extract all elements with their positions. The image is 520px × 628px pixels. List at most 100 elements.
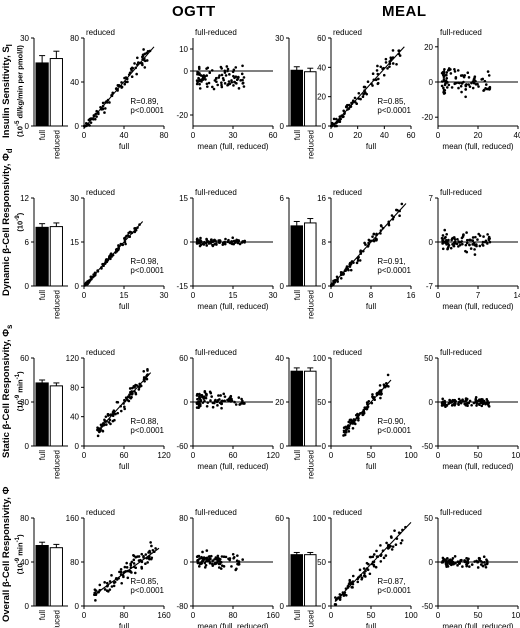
meal-r2-reduced-point (347, 430, 351, 433)
ogtt-r2-diff-point (204, 396, 208, 400)
ogtt-r2-diff-point (214, 398, 217, 402)
ogtt-r2-diff-point (240, 401, 243, 405)
meal-r1-reduced-annotation-r: R=0.91, (377, 257, 405, 266)
meal-r1-diff-xtick-label-0: 0 (436, 291, 441, 300)
ogtt-r0-reduced-point (101, 101, 105, 105)
meal-r1-reduced-point (336, 280, 339, 283)
meal-r0-reduced-point (375, 69, 379, 72)
meal-r3-reduced-point (350, 585, 354, 589)
ogtt-r0-reduced-point (88, 117, 92, 121)
ogtt-r3-bar-ytick-label-2: 80 (20, 514, 29, 523)
meal-r1-diff-point (447, 238, 450, 242)
meal-r3-diff-point (447, 559, 451, 562)
meal-r0-reduced-point (353, 96, 357, 100)
meal-r0-reduced-point (379, 65, 383, 69)
meal-r0-reduced-point (384, 61, 388, 64)
ogtt-r3-reduced-point (130, 571, 133, 574)
meal-r3-diff-point (484, 565, 488, 569)
meal-r1-reduced-point (355, 261, 359, 265)
ogtt-r3-reduced-xtick-label-0: 0 (82, 611, 87, 620)
meal-r2-diff-xtick-label-2: 100 (511, 451, 520, 460)
meal-r3-diff-point (481, 564, 485, 568)
ogtt-r1-diff-point (205, 244, 209, 247)
meal-r0-reduced-title: reduced (333, 28, 362, 37)
ogtt-r1-diff-point (232, 242, 236, 246)
ogtt-r2-reduced-xtick-label-1: 60 (120, 451, 129, 460)
meal-r1-diff-point (456, 238, 459, 241)
ogtt-r2-reduced-point (116, 400, 120, 404)
ogtt-r1-reduced-xlabel: full (119, 302, 129, 311)
meal-r0-diff-point (473, 75, 477, 78)
meal-r1-reduced-point (367, 238, 371, 242)
ogtt-r0-diff-point (241, 81, 245, 85)
ogtt-r2-bar-label-full: full (38, 450, 47, 460)
ogtt-r3-reduced-point (120, 581, 123, 585)
ogtt-r2-reduced-point (123, 407, 126, 411)
ogtt-r1-reduced-xtick-label-2: 30 (160, 291, 169, 300)
ogtt-r2-diff-point (220, 406, 223, 410)
ogtt-r2-bar-label-reduced: reduced (52, 450, 61, 479)
meal-r3-diff-ytick-label-1: 0 (429, 558, 434, 567)
meal-r0-reduced-point (389, 56, 393, 60)
ogtt-r2-reduced-fit-line (96, 372, 152, 432)
meal-r2-bar-ytick-label-0: 0 (280, 442, 285, 451)
meal-r1-diff-point (478, 244, 482, 248)
meal-r3-reduced-point (389, 535, 393, 538)
meal-r3-reduced-point (360, 576, 364, 580)
meal-r0-reduced-point (332, 117, 336, 121)
meal-r2-bar-label-reduced: reduced (306, 450, 315, 479)
meal-r0-diff-title: full-reduced (440, 28, 482, 37)
ogtt-r0-diff-point (198, 78, 201, 82)
ogtt-r3-reduced-point (132, 562, 136, 565)
ogtt-r0-diff-point (232, 74, 235, 78)
ogtt-r2-bar-ytick-label-0: 0 (25, 442, 30, 451)
ogtt-r1-diff-point (201, 242, 205, 246)
ogtt-r0-diff-point (195, 82, 199, 86)
ogtt-r2-diff-point (219, 394, 222, 397)
meal-r3-bar-label-reduced: reduced (306, 610, 315, 628)
meal-r0-reduced-point (357, 91, 361, 95)
meal-r0-reduced-point (342, 115, 345, 118)
meal-r0-diff-point (445, 73, 448, 77)
ogtt-r2-diff-ytick-label-2: 60 (179, 354, 188, 363)
ogtt-r2-diff-point (209, 399, 212, 402)
meal-r2-reduced-point (357, 418, 360, 422)
ogtt-r2-bar-reduced (49, 385, 63, 447)
ogtt-r0-reduced-point (117, 84, 120, 88)
ogtt-r3-diff-point (217, 566, 221, 569)
ogtt-r3-diff-point (241, 558, 244, 561)
meal-r0-diff-point (460, 90, 463, 94)
ogtt-r1-bar-reduced (49, 226, 63, 287)
ogtt-r0-reduced-point (136, 56, 139, 60)
ogtt-r0-reduced-point (101, 107, 105, 111)
meal-r2-diff-point (464, 403, 468, 407)
meal-r0-reduced-point (366, 80, 370, 84)
meal-r1-diff-point (450, 238, 453, 242)
meal-r3-bar-ytick-label-1: 60 (275, 514, 284, 523)
ogtt-r3-reduced-point (125, 561, 129, 565)
meal-r3-reduced-point (333, 602, 337, 606)
ogtt-r2-reduced-annotation-p: p<0.0001 (130, 426, 164, 435)
ogtt-r0-diff-point (205, 74, 209, 77)
meal-r0-diff-point (459, 74, 463, 77)
ogtt-r2-diff-point (203, 390, 207, 393)
meal-r2-reduced-point (371, 393, 374, 396)
meal-r3-reduced-point (371, 555, 375, 559)
meal-r0-reduced-point (376, 64, 379, 68)
ogtt-r2-diff-xlabel: mean (full, reduced) (197, 462, 268, 471)
ogtt-r0-diff-point (218, 74, 221, 77)
ogtt-r2-reduced-point (101, 429, 104, 433)
ogtt-r2-diff-xtick-label-2: 120 (266, 451, 280, 460)
ogtt-r0-reduced-point (143, 66, 147, 69)
ogtt-r2-diff-point (200, 394, 204, 397)
ogtt-r2-diff-point (229, 394, 233, 398)
ogtt-r3-reduced-point (103, 581, 106, 584)
ogtt-r0-diff-point (220, 73, 224, 77)
ogtt-r0-diff-point (220, 83, 223, 87)
ogtt-r2-reduced-ytick-label-1: 40 (70, 413, 79, 422)
meal-r0-diff-xtick-label-0: 0 (436, 131, 441, 140)
meal-r1-reduced-annotation-p: p<0.0001 (377, 266, 411, 275)
meal-r1-diff-point (487, 237, 491, 241)
ogtt-r0-diff-point (213, 79, 217, 82)
